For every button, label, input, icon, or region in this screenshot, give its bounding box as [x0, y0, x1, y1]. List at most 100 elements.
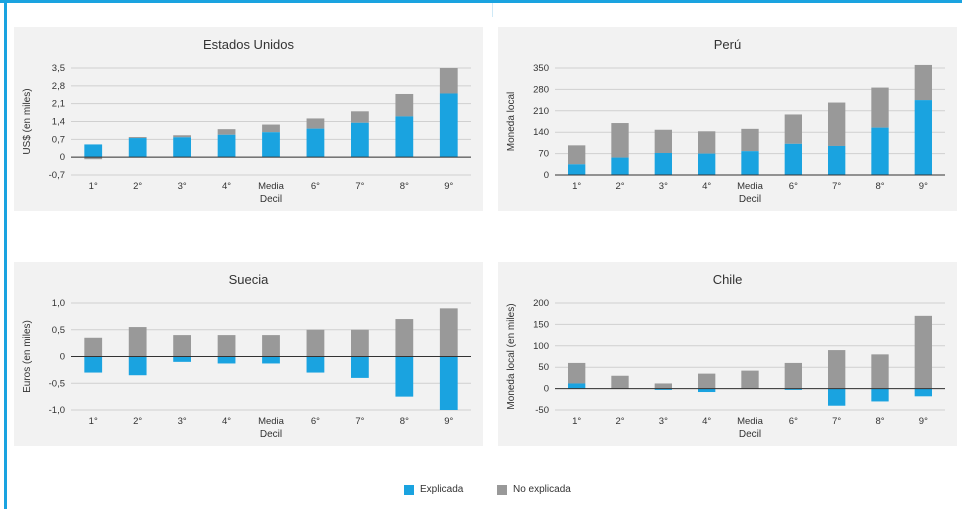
bar-no-explicada-1 — [84, 157, 103, 160]
bar-explicada-7 — [828, 145, 846, 175]
x-tick-label: 4° — [222, 416, 231, 427]
bar-explicada-4 — [698, 153, 716, 175]
x-tick-label: 1° — [572, 181, 581, 192]
x-tick-label: 2° — [133, 416, 142, 427]
bar-explicada-3 — [173, 356, 191, 362]
bar-explicada-2 — [128, 138, 147, 158]
x-tick-label: 8° — [400, 181, 409, 192]
bar-no-explicada-media — [741, 128, 759, 152]
bar-explicada-1 — [84, 356, 103, 373]
bar-explicada-8 — [871, 127, 889, 175]
bar-explicada-9 — [439, 93, 458, 158]
x-tick-label: 4° — [702, 416, 711, 427]
bar-no-explicada-1 — [568, 145, 586, 165]
bar-explicada-6 — [306, 356, 325, 373]
x-axis-label: Decil — [260, 194, 282, 205]
x-tick-label: 8° — [875, 181, 884, 192]
bar-no-explicada-1 — [84, 337, 103, 357]
bar-no-explicada-7 — [351, 329, 369, 357]
chart-title: Chile — [713, 272, 743, 287]
y-tick-label: -50 — [535, 405, 549, 416]
bar-explicada-6 — [784, 388, 802, 390]
y-axis-label: Moneda local — [506, 92, 517, 151]
bar-explicada-media — [741, 151, 759, 175]
bar-explicada-7 — [828, 388, 846, 406]
y-tick-label: 1,4 — [52, 117, 65, 128]
x-axis-label: Decil — [739, 194, 761, 205]
bar-explicada-4 — [217, 356, 236, 364]
bar-no-explicada-7 — [828, 102, 846, 146]
chart-title: Suecia — [229, 272, 270, 287]
chart-svg-estados-unidos: Estados Unidos -0,7 0 0,7 1,4 2,1 2,8 3,5 US$ (e… — [22, 37, 471, 205]
frame-top-border — [0, 0, 962, 3]
legend-item-explained: Explicada — [404, 484, 463, 495]
chart-svg-suecia: Suecia -1,0 -0,5 0 0,5 1,0 Euros (en miles) 1° 2… — [22, 272, 471, 440]
legend-label-unexplained: No explicada — [513, 484, 571, 495]
y-tick-label: 2,1 — [52, 99, 65, 110]
x-tick-label: 2° — [615, 416, 624, 427]
bar-no-explicada-9 — [914, 315, 932, 389]
bar-no-explicada-2 — [611, 123, 629, 158]
bar-no-explicada-6 — [306, 118, 325, 129]
x-tick-label: 6° — [311, 181, 320, 192]
y-tick-label: -1,0 — [49, 405, 65, 416]
chart-legend: Explicada No explicada — [0, 484, 962, 500]
legend-swatch-unexplained — [497, 484, 507, 495]
chart-panel-peru: Perú 0 70 140 210 280 350 Moneda local 1° 2° 3° 4° M… — [498, 27, 957, 211]
bar-no-explicada-8 — [871, 354, 889, 389]
bar-no-explicada-9 — [439, 308, 458, 357]
bar-no-explicada-9 — [914, 64, 932, 101]
y-tick-label: 280 — [533, 84, 549, 95]
bar-no-explicada-media — [262, 124, 280, 133]
bar-no-explicada-4 — [217, 129, 236, 135]
bar-no-explicada-2 — [611, 375, 629, 389]
y-tick-label: -0,5 — [49, 378, 65, 389]
x-tick-label: 9° — [444, 416, 453, 427]
bar-no-explicada-3 — [173, 135, 191, 138]
bar-no-explicada-4 — [698, 131, 716, 154]
y-tick-label: 70 — [538, 149, 549, 160]
x-tick-label: Media — [737, 416, 764, 427]
legend-item-unexplained: No explicada — [497, 484, 571, 495]
bar-no-explicada-3 — [654, 129, 672, 153]
x-tick-label: 6° — [789, 181, 798, 192]
chart-panel-chile: Chile -50 0 50 100 150 200 Moneda local (en mil… — [498, 262, 957, 446]
bar-no-explicada-7 — [828, 350, 846, 389]
y-tick-label: 0 — [60, 352, 65, 363]
y-tick-label: 3,5 — [52, 63, 65, 74]
bar-explicada-media — [262, 132, 280, 158]
y-axis-label: Euros (en miles) — [22, 320, 33, 393]
bar-no-explicada-media — [741, 370, 759, 389]
x-tick-label: 8° — [400, 416, 409, 427]
bar-no-explicada-7 — [351, 111, 369, 123]
bar-explicada-3 — [654, 152, 672, 175]
y-tick-label: 100 — [533, 341, 549, 352]
bar-no-explicada-media — [262, 335, 280, 357]
bar-no-explicada-1 — [568, 362, 586, 384]
bar-explicada-9 — [914, 100, 932, 175]
x-tick-label: 9° — [444, 181, 453, 192]
x-tick-label: 1° — [89, 181, 98, 192]
y-tick-label: 140 — [533, 127, 549, 138]
x-tick-label: 2° — [133, 181, 142, 192]
y-axis-label: US$ (en miles) — [22, 88, 33, 154]
x-tick-label: 7° — [832, 181, 841, 192]
y-tick-label: 210 — [533, 106, 549, 117]
x-tick-label: 3° — [659, 416, 668, 427]
bar-explicada-1 — [84, 144, 103, 158]
x-tick-label: 4° — [702, 181, 711, 192]
y-axis-label: Moneda local (en miles) — [506, 303, 517, 409]
y-tick-label: 50 — [538, 362, 549, 373]
bar-no-explicada-4 — [698, 373, 716, 389]
bar-explicada-media — [262, 356, 280, 364]
x-tick-label: Media — [258, 416, 285, 427]
x-tick-label: 3° — [659, 181, 668, 192]
bar-explicada-4 — [217, 134, 236, 158]
bar-no-explicada-4 — [217, 335, 236, 357]
bar-explicada-6 — [306, 128, 325, 158]
y-tick-label: 0,7 — [52, 134, 65, 145]
x-tick-label: 4° — [222, 181, 231, 192]
x-tick-label: 3° — [178, 181, 187, 192]
bar-no-explicada-6 — [306, 329, 325, 357]
x-tick-label: 1° — [572, 416, 581, 427]
